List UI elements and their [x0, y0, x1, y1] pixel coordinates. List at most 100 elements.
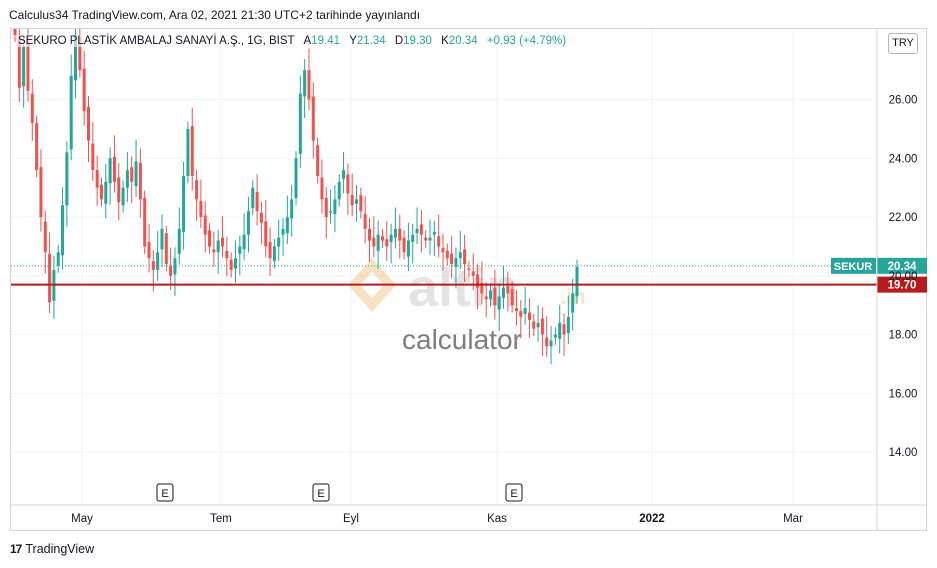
candle-body [56, 252, 60, 266]
candle-body [78, 36, 82, 71]
x-tick-label: Tem [210, 513, 232, 525]
candle-body [311, 96, 315, 141]
candle-body [290, 199, 294, 219]
earnings-marker[interactable] [505, 483, 523, 502]
earnings-marker[interactable] [156, 483, 174, 502]
candle-body [553, 334, 557, 338]
candle-body [30, 93, 34, 124]
candle-body [566, 316, 570, 334]
y-tick-label: 20.00 [889, 271, 918, 283]
candle-body [497, 296, 501, 310]
candle-body [147, 242, 151, 259]
candle-body [489, 290, 493, 300]
candle-body [173, 258, 177, 275]
candle-body [61, 205, 65, 256]
watermark-subtitle: calculator [402, 324, 522, 355]
candle-body [13, 29, 17, 35]
candle-body [246, 211, 250, 235]
earnings-marker[interactable] [312, 483, 330, 502]
candle-body [519, 311, 523, 317]
high-label: Y [349, 35, 357, 47]
candle-body [143, 197, 147, 247]
candle-body [190, 125, 194, 176]
candle-body [333, 199, 337, 215]
x-tick-label: May [71, 513, 93, 525]
candle-body [216, 240, 220, 253]
candle-body [199, 200, 203, 218]
candle-body [329, 211, 333, 213]
candle-body [506, 286, 510, 294]
low-value: 19.30 [403, 35, 432, 47]
candlestick-series [13, 29, 579, 365]
footer-brand[interactable]: 17 TradingView [10, 542, 94, 556]
candle-body [65, 152, 69, 206]
candle-body [406, 240, 410, 257]
candle-body [540, 318, 544, 335]
candle-body [182, 175, 186, 232]
candle-body [437, 236, 441, 247]
candle-body [393, 228, 397, 238]
candle-body [108, 158, 112, 184]
candle-body [493, 287, 497, 306]
candle-body [164, 233, 168, 265]
open-label: A [303, 35, 312, 47]
candle-body [342, 170, 346, 179]
candle-body [22, 46, 26, 87]
symbol-legend: SEKURO PLASTİK AMBALAJ SANAYİ A.Ş., 1G, … [18, 35, 567, 47]
candle-body [549, 340, 553, 347]
publish-caption: Calculus34 TradingView.com, Ara 02, 2021… [9, 8, 421, 22]
candle-body [212, 249, 216, 253]
candle-body [268, 242, 272, 259]
candle-body [523, 308, 527, 315]
candle-body [454, 258, 458, 267]
price-axis: 26.00 24.00 22.00 20.00 18.00 16.00 14.00 [876, 29, 918, 531]
candle-body [39, 167, 43, 218]
candle-body [471, 271, 475, 276]
candle-body [134, 161, 138, 187]
candle-body [367, 228, 372, 241]
currency-button[interactable]: TRY [888, 33, 918, 54]
y-tick-label: 18.00 [889, 330, 918, 342]
candle-body [151, 261, 155, 270]
watermark-logo: altin.in calculator [348, 258, 586, 355]
candle-body [130, 167, 134, 182]
candle-body [298, 93, 302, 154]
symbol-price-label: SEKUR [834, 261, 873, 273]
candle-body [233, 258, 237, 269]
candle-body [419, 224, 423, 235]
open-value: 19.41 [311, 35, 340, 47]
candle-body [510, 289, 514, 306]
candle-body [467, 268, 471, 270]
candle-body [450, 253, 454, 265]
candle-body [203, 215, 207, 235]
candle-body [26, 42, 30, 91]
candle-body [264, 221, 268, 247]
y-tick-label: 26.00 [889, 95, 918, 107]
candle-body [285, 217, 289, 234]
candle-body [355, 199, 359, 204]
level-price-badge [877, 276, 927, 293]
candle-body [337, 181, 341, 200]
candle-body [43, 221, 47, 253]
candle-body [255, 192, 259, 212]
candle-body [359, 195, 363, 212]
candle-body [320, 177, 324, 200]
earnings-marker-label: E [510, 488, 517, 500]
candle-body [277, 237, 281, 247]
candle-body [169, 265, 173, 276]
candle-body [445, 250, 449, 259]
earnings-marker-label: E [317, 488, 324, 500]
candle-body [220, 237, 225, 247]
y-tick-label: 22.00 [889, 212, 918, 224]
x-tick-label: Kas [487, 513, 507, 525]
candle-body [177, 228, 181, 254]
candle-body [501, 287, 506, 298]
candle-body [156, 252, 160, 270]
candle-body [307, 70, 311, 100]
candle-body [294, 158, 298, 198]
candle-body [346, 174, 350, 194]
candle-body [242, 234, 246, 250]
symbol-price-badge [831, 257, 876, 274]
